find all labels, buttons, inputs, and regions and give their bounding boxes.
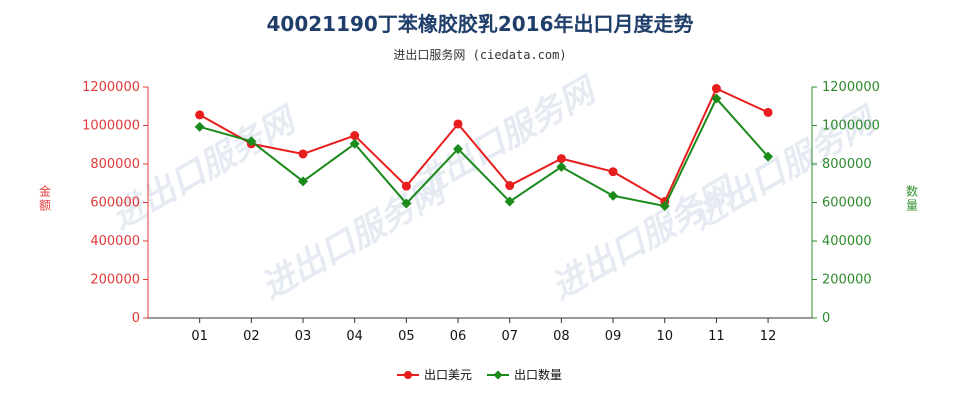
x-tick-label: 01 <box>191 329 208 344</box>
left-tick-label: 200000 <box>90 273 140 288</box>
data-point-usd <box>350 131 360 141</box>
chart-subtitle: 进出口服务网 (ciedata.com) <box>393 48 567 62</box>
watermark-text: 进出口服务网 <box>255 169 456 308</box>
legend-marker <box>493 370 503 380</box>
data-point-quantity <box>298 176 309 187</box>
data-point-quantity <box>556 161 567 172</box>
x-tick-label: 06 <box>450 329 467 344</box>
right-tick-label: 800000 <box>822 157 872 172</box>
series-line-quantity <box>199 96 769 208</box>
data-point-quantity <box>763 151 774 162</box>
left-tick-label: 400000 <box>90 234 140 249</box>
right-tick-label: 1200000 <box>822 80 880 95</box>
data-point-usd <box>711 84 721 94</box>
data-point-usd <box>505 181 515 191</box>
left-axis-label: 额 <box>39 199 51 213</box>
legend-label: 出口数量 <box>514 367 562 382</box>
right-tick-label: 600000 <box>822 196 872 211</box>
data-point-usd <box>763 107 773 117</box>
data-point-quantity <box>659 200 670 211</box>
data-point-usd <box>608 167 618 177</box>
right-axis-label: 量 <box>906 199 918 213</box>
chart-title: 40021190丁苯橡胶胶乳2016年出口月度走势 <box>266 12 694 36</box>
x-tick-label: 09 <box>605 329 622 344</box>
legend-marker <box>404 371 412 379</box>
series-group <box>194 84 774 211</box>
data-point-quantity <box>453 143 464 154</box>
x-tick-label: 11 <box>708 329 725 344</box>
legend: 出口美元 出口数量 <box>397 367 562 382</box>
left-tick-label: 0 <box>132 311 140 326</box>
data-point-quantity <box>246 136 257 147</box>
x-tick-label: 07 <box>501 329 518 344</box>
left-tick-label: 1200000 <box>82 80 140 95</box>
series-line-usd <box>199 87 769 203</box>
x-tick-label: 05 <box>398 329 415 344</box>
left-tick-label: 800000 <box>90 157 140 172</box>
data-point-quantity <box>401 198 412 209</box>
x-tick-label: 08 <box>553 329 570 344</box>
data-point-usd <box>298 149 308 159</box>
data-point-usd <box>195 110 205 120</box>
data-point-quantity <box>504 196 515 207</box>
left-tick-label: 1000000 <box>82 119 140 134</box>
x-tick-label: 03 <box>295 329 312 344</box>
right-axis-label: 数 <box>906 184 918 199</box>
data-point-usd <box>453 119 463 129</box>
right-tick-label: 200000 <box>822 273 872 288</box>
data-point-quantity <box>349 138 360 149</box>
right-tick-label: 0 <box>822 311 830 326</box>
x-tick-label: 12 <box>760 329 777 344</box>
legend-label: 出口美元 <box>424 368 472 382</box>
x-tick-label: 10 <box>656 329 673 344</box>
left-axis-label: 金 <box>39 184 51 199</box>
data-point-usd <box>556 154 566 164</box>
data-point-quantity <box>194 121 205 132</box>
data-point-usd <box>401 181 411 191</box>
right-tick-label: 1000000 <box>822 119 880 134</box>
data-point-quantity <box>608 190 619 201</box>
x-tick-label: 02 <box>243 329 260 344</box>
data-point-quantity <box>711 93 722 104</box>
axes-group: 0 0 200000 200000 400000 400000 600000 600000 80… <box>39 80 918 344</box>
x-tick-label: 04 <box>346 329 363 344</box>
right-tick-label: 400000 <box>822 234 872 249</box>
left-tick-label: 600000 <box>90 196 140 211</box>
